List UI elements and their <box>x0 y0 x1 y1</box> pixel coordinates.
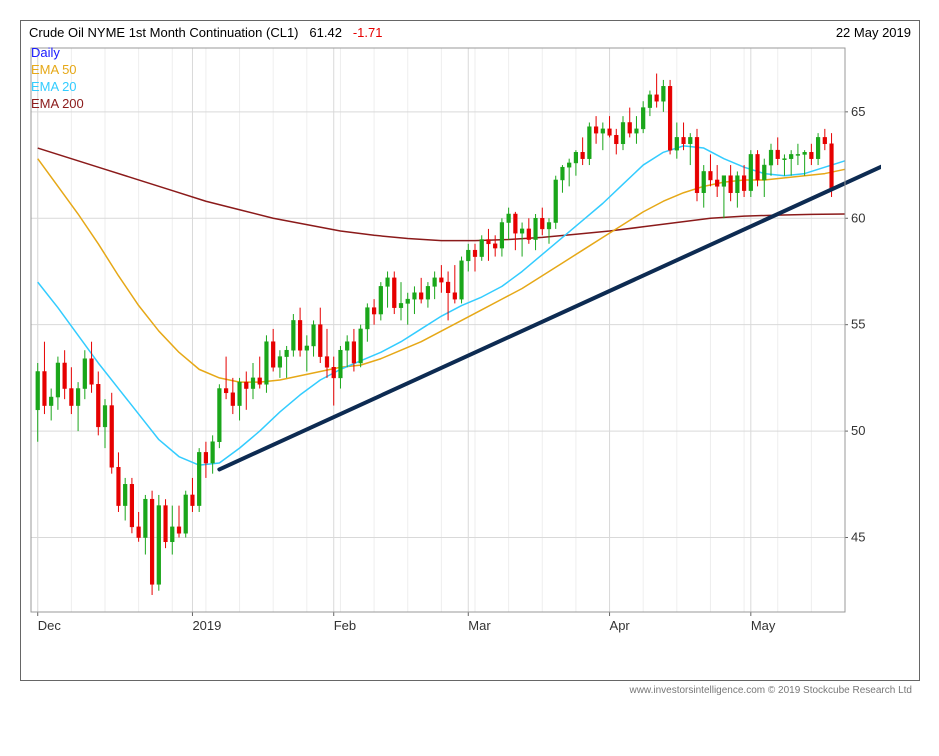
legend-item-daily: Daily <box>31 45 84 62</box>
chart-svg: 45 50 55 60 65 Dec 2019 Feb Mar Apr May <box>21 40 881 640</box>
svg-text:60: 60 <box>851 210 865 225</box>
svg-text:Dec: Dec <box>38 618 62 633</box>
chart-title: Crude Oil NYME 1st Month Continuation (C… <box>29 25 299 40</box>
svg-text:Mar: Mar <box>468 618 491 633</box>
svg-text:Apr: Apr <box>610 618 631 633</box>
svg-text:May: May <box>751 618 776 633</box>
chart-title-group: Crude Oil NYME 1st Month Continuation (C… <box>29 25 382 40</box>
chart-change: -1.71 <box>353 25 383 40</box>
legend-item-ema200: EMA 200 <box>31 96 84 113</box>
legend-item-ema50: EMA 50 <box>31 62 84 79</box>
svg-text:50: 50 <box>851 423 865 438</box>
svg-text:65: 65 <box>851 104 865 119</box>
svg-text:55: 55 <box>851 317 865 332</box>
chart-date: 22 May 2019 <box>836 25 911 40</box>
legend-item-ema20: EMA 20 <box>31 79 84 96</box>
chart-header: Crude Oil NYME 1st Month Continuation (C… <box>21 21 919 40</box>
chart-last-price: 61.42 <box>309 25 342 40</box>
svg-text:45: 45 <box>851 530 865 545</box>
plot-area: 45 50 55 60 65 Dec 2019 Feb Mar Apr May <box>21 40 919 680</box>
svg-text:2019: 2019 <box>192 618 221 633</box>
chart-container: Crude Oil NYME 1st Month Continuation (C… <box>20 20 920 700</box>
legend: Daily EMA 50 EMA 20 EMA 200 <box>31 45 84 113</box>
chart-footer: www.investorsintelligence.com © 2019 Sto… <box>20 681 920 700</box>
svg-text:Feb: Feb <box>334 618 356 633</box>
